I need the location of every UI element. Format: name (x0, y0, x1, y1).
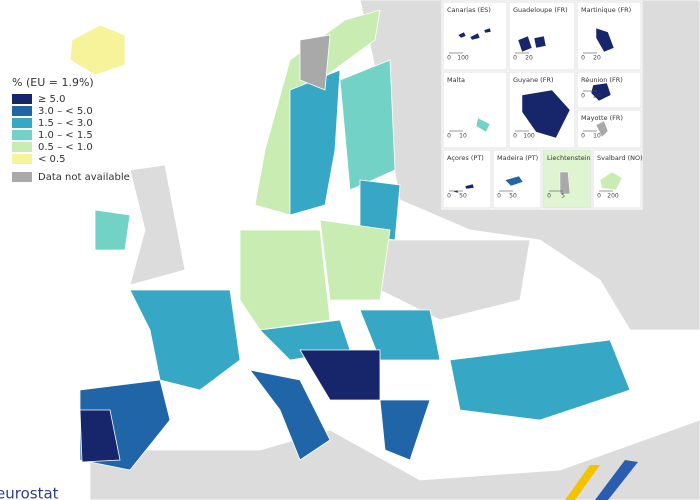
inset-name: Guadeloupe (FR) (513, 6, 568, 14)
inset-shape (595, 120, 609, 138)
inset-name: Açores (PT) (447, 154, 484, 162)
inset-shape (559, 171, 571, 195)
scale-label: 0 (447, 133, 451, 140)
legend-swatch (12, 142, 32, 152)
scale-label: 20 (593, 93, 601, 100)
inset-box (508, 1, 576, 71)
legend-label: 1.5 – < 3.0 (38, 118, 93, 129)
scale-label: 0 (581, 93, 585, 100)
legend-label: 0.5 – < 1.0 (38, 142, 93, 153)
inset-shape (599, 171, 623, 191)
inset-box (442, 71, 508, 149)
inset-name: Martinique (FR) (581, 6, 631, 14)
scale-label: 20 (593, 55, 601, 62)
scale-label: 100 (457, 55, 469, 62)
inset-shape (504, 175, 524, 187)
scale-label: 0 (547, 193, 551, 200)
scale-label: 0 (513, 55, 517, 62)
legend-swatch (12, 172, 32, 182)
inset-name: Canarias (ES) (447, 6, 491, 14)
inset-shape (590, 82, 612, 102)
inset-shape (521, 89, 571, 139)
legend-swatch (12, 94, 32, 104)
inset-name: Réunion (FR) (581, 76, 623, 84)
scale-label: 20 (525, 55, 533, 62)
inset-box (442, 1, 508, 71)
scale-label: 0 (447, 193, 451, 200)
legend-swatch (12, 118, 32, 128)
legend-label: ≥ 5.0 (38, 94, 65, 105)
legend: % (EU = 1.9%) ≥ 5.03.0 – < 5.01.5 – < 3.… (12, 76, 130, 183)
inset-name: Mayotte (FR) (581, 114, 623, 122)
legend-label: 3.0 – < 5.0 (38, 106, 93, 117)
scale-label: 10 (459, 133, 467, 140)
scale-label: 50 (459, 193, 467, 200)
inset-box (576, 1, 642, 71)
logo-mark (565, 460, 638, 500)
inset-name: Liechtenstein (547, 154, 591, 162)
inset-box (542, 149, 592, 209)
inset-shape (517, 35, 547, 53)
legend-swatch (12, 130, 32, 140)
legend-label: < 0.5 (38, 154, 65, 165)
scale-label: 0 (581, 133, 585, 140)
scale-label: 0 (513, 133, 517, 140)
inset-shape (475, 117, 491, 133)
scale-label: 100 (523, 133, 535, 140)
inset-box (492, 149, 542, 209)
inset-name: Madeira (PT) (497, 154, 538, 162)
scale-label: 0 (447, 55, 451, 62)
scale-label: 50 (509, 193, 517, 200)
scale-label: 0 (497, 193, 501, 200)
inset-box (442, 149, 492, 209)
legend-swatch (12, 106, 32, 116)
inset-box (576, 71, 642, 109)
scale-label: 0 (597, 193, 601, 200)
inset-shape (595, 27, 615, 53)
scale-label: 10 (593, 133, 601, 140)
inset-name: Malta (447, 76, 465, 84)
inset-shape (457, 27, 492, 41)
scale-label: 5 (561, 193, 565, 200)
inset-box (592, 149, 642, 209)
legend-label: Data not available (38, 172, 130, 183)
legend-label: 1.0 – < 1.5 (38, 130, 93, 141)
scale-label: 0 (581, 55, 585, 62)
legend-title: % (EU = 1.9%) (12, 76, 94, 89)
inset-name: Svalbard (NO) (597, 154, 643, 162)
inset-box (576, 109, 642, 149)
inset-name: Guyane (FR) (513, 76, 554, 84)
inset-box (508, 71, 576, 149)
brand: eurostat (0, 485, 59, 500)
scale-label: 200 (607, 193, 619, 200)
legend-swatch (12, 154, 32, 164)
